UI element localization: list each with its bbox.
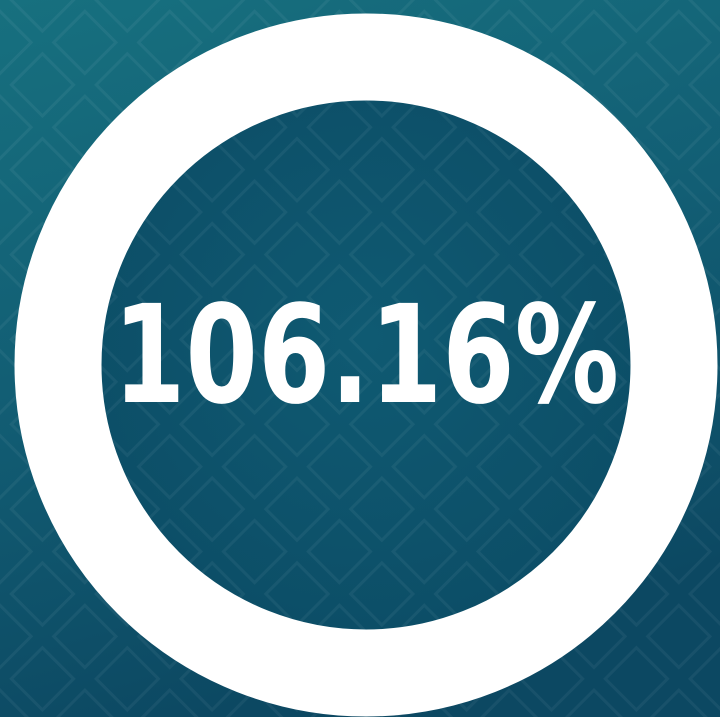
progress-graphic: 106.16%: [0, 0, 720, 717]
value-text: 106.16%: [113, 277, 619, 435]
page: {"display": {"value_text": "106.16%"}} 1…: [0, 0, 720, 717]
